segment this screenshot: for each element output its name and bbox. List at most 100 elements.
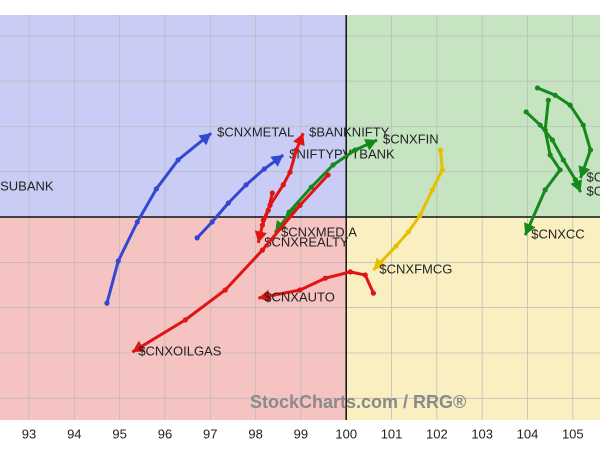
trail-point bbox=[393, 243, 399, 249]
quadrant bbox=[346, 15, 600, 218]
trail bbox=[105, 132, 213, 304]
trail-point bbox=[280, 182, 286, 188]
trail bbox=[258, 270, 375, 300]
x-tick-label: 97 bbox=[203, 426, 217, 441]
trail-point bbox=[537, 122, 543, 128]
x-tick-label: 99 bbox=[294, 426, 308, 441]
trail-point bbox=[182, 317, 188, 323]
arrow-head bbox=[578, 165, 591, 179]
trail-point bbox=[347, 269, 353, 275]
trail-point bbox=[552, 92, 558, 98]
series-label: $CNXREALTY bbox=[264, 234, 349, 249]
series-label: $CNXMEDIA bbox=[281, 224, 357, 239]
trail-point bbox=[297, 287, 303, 293]
x-tick-label: 100 bbox=[335, 426, 357, 441]
trail-point bbox=[287, 169, 293, 175]
trail-point bbox=[115, 258, 121, 264]
trail-point bbox=[405, 229, 411, 235]
trail-point bbox=[325, 172, 331, 178]
trail-point bbox=[352, 147, 358, 153]
trail-point bbox=[259, 222, 265, 228]
series-label: $NIFTYPVTBANK bbox=[289, 146, 395, 161]
arrow-head bbox=[270, 154, 284, 167]
x-tick-label: 94 bbox=[67, 426, 81, 441]
x-tick-label: 98 bbox=[248, 426, 262, 441]
trail-point bbox=[370, 290, 377, 296]
trail-point bbox=[549, 137, 556, 143]
series-label: SUBANK bbox=[0, 179, 54, 194]
trail-point bbox=[580, 122, 586, 128]
trail-point bbox=[134, 219, 140, 225]
trail-point bbox=[534, 85, 541, 91]
trail-point bbox=[542, 187, 548, 193]
trail-point bbox=[194, 235, 200, 241]
trail-point bbox=[243, 182, 249, 188]
arrow-head bbox=[364, 139, 378, 151]
trail-point bbox=[523, 109, 529, 115]
trail-point bbox=[567, 102, 573, 108]
series-label: $CNXFIN bbox=[383, 131, 439, 146]
series-label: $CNXFMCG bbox=[379, 261, 452, 276]
quadrant bbox=[346, 217, 600, 420]
trail bbox=[523, 100, 562, 236]
trail-point bbox=[293, 147, 299, 153]
arrow-head bbox=[258, 289, 271, 303]
series-label: $CNXCC bbox=[531, 227, 584, 242]
trail-point bbox=[542, 127, 548, 133]
x-tick-label: 105 bbox=[562, 426, 584, 441]
trail-point bbox=[557, 167, 563, 173]
trail-point bbox=[572, 177, 579, 183]
series-label: $C bbox=[587, 170, 600, 185]
arrow-head bbox=[198, 133, 212, 146]
trail bbox=[536, 86, 592, 179]
series-label: $CNXAUTO bbox=[264, 290, 335, 305]
trail-point bbox=[225, 200, 231, 206]
x-tick-label: 95 bbox=[112, 426, 126, 441]
plot-area: StockCharts.com / RRG® $CNXMETAL $NIFTYPVT… bbox=[0, 15, 600, 420]
quadrant bbox=[0, 217, 347, 420]
arrow-head bbox=[524, 222, 536, 236]
x-tick-label: 93 bbox=[22, 426, 36, 441]
arrow-head bbox=[132, 340, 146, 353]
arrow-head bbox=[254, 230, 267, 243]
trail-point bbox=[547, 152, 553, 158]
x-tick-label: 101 bbox=[381, 426, 403, 441]
trail-point bbox=[265, 207, 271, 213]
trail-point bbox=[269, 190, 275, 196]
trail-point bbox=[222, 287, 228, 293]
trail-point bbox=[322, 275, 328, 281]
series-label: $BANKNIFTY bbox=[309, 125, 390, 140]
quadrant bbox=[0, 15, 347, 218]
x-tick-label: 102 bbox=[426, 426, 448, 441]
trail-point bbox=[560, 157, 566, 163]
arrow-head bbox=[373, 257, 386, 271]
series-label: $C bbox=[587, 184, 600, 199]
trail bbox=[131, 173, 330, 354]
x-tick-label: 103 bbox=[471, 426, 493, 441]
arrow-head bbox=[570, 179, 582, 193]
series-label: $CNXMETAL bbox=[217, 125, 294, 140]
x-tick-label: 104 bbox=[517, 426, 539, 441]
arrow-head bbox=[293, 133, 305, 147]
trail-point bbox=[330, 162, 336, 168]
trail-point bbox=[175, 157, 181, 163]
trail-point bbox=[259, 247, 265, 253]
trail-point bbox=[308, 184, 314, 190]
trail-point bbox=[209, 219, 215, 225]
watermark: StockCharts.com / RRG® bbox=[250, 392, 466, 412]
trail-point bbox=[437, 147, 444, 153]
x-axis: 93 94 95 96 97 98 99 100 101 102 103 104 105 bbox=[22, 426, 584, 441]
trail-point bbox=[297, 202, 303, 208]
trail-point bbox=[587, 147, 594, 153]
series-label: $CNXOILGAS bbox=[138, 343, 221, 358]
trail-point bbox=[545, 97, 551, 103]
trail-point bbox=[261, 166, 267, 172]
trail-point bbox=[104, 300, 110, 306]
x-tick-label: 96 bbox=[158, 426, 172, 441]
trail-point bbox=[153, 186, 159, 192]
trail-point bbox=[362, 272, 368, 278]
trail bbox=[196, 153, 285, 239]
trail-point bbox=[429, 187, 435, 193]
trail-point bbox=[439, 167, 445, 173]
